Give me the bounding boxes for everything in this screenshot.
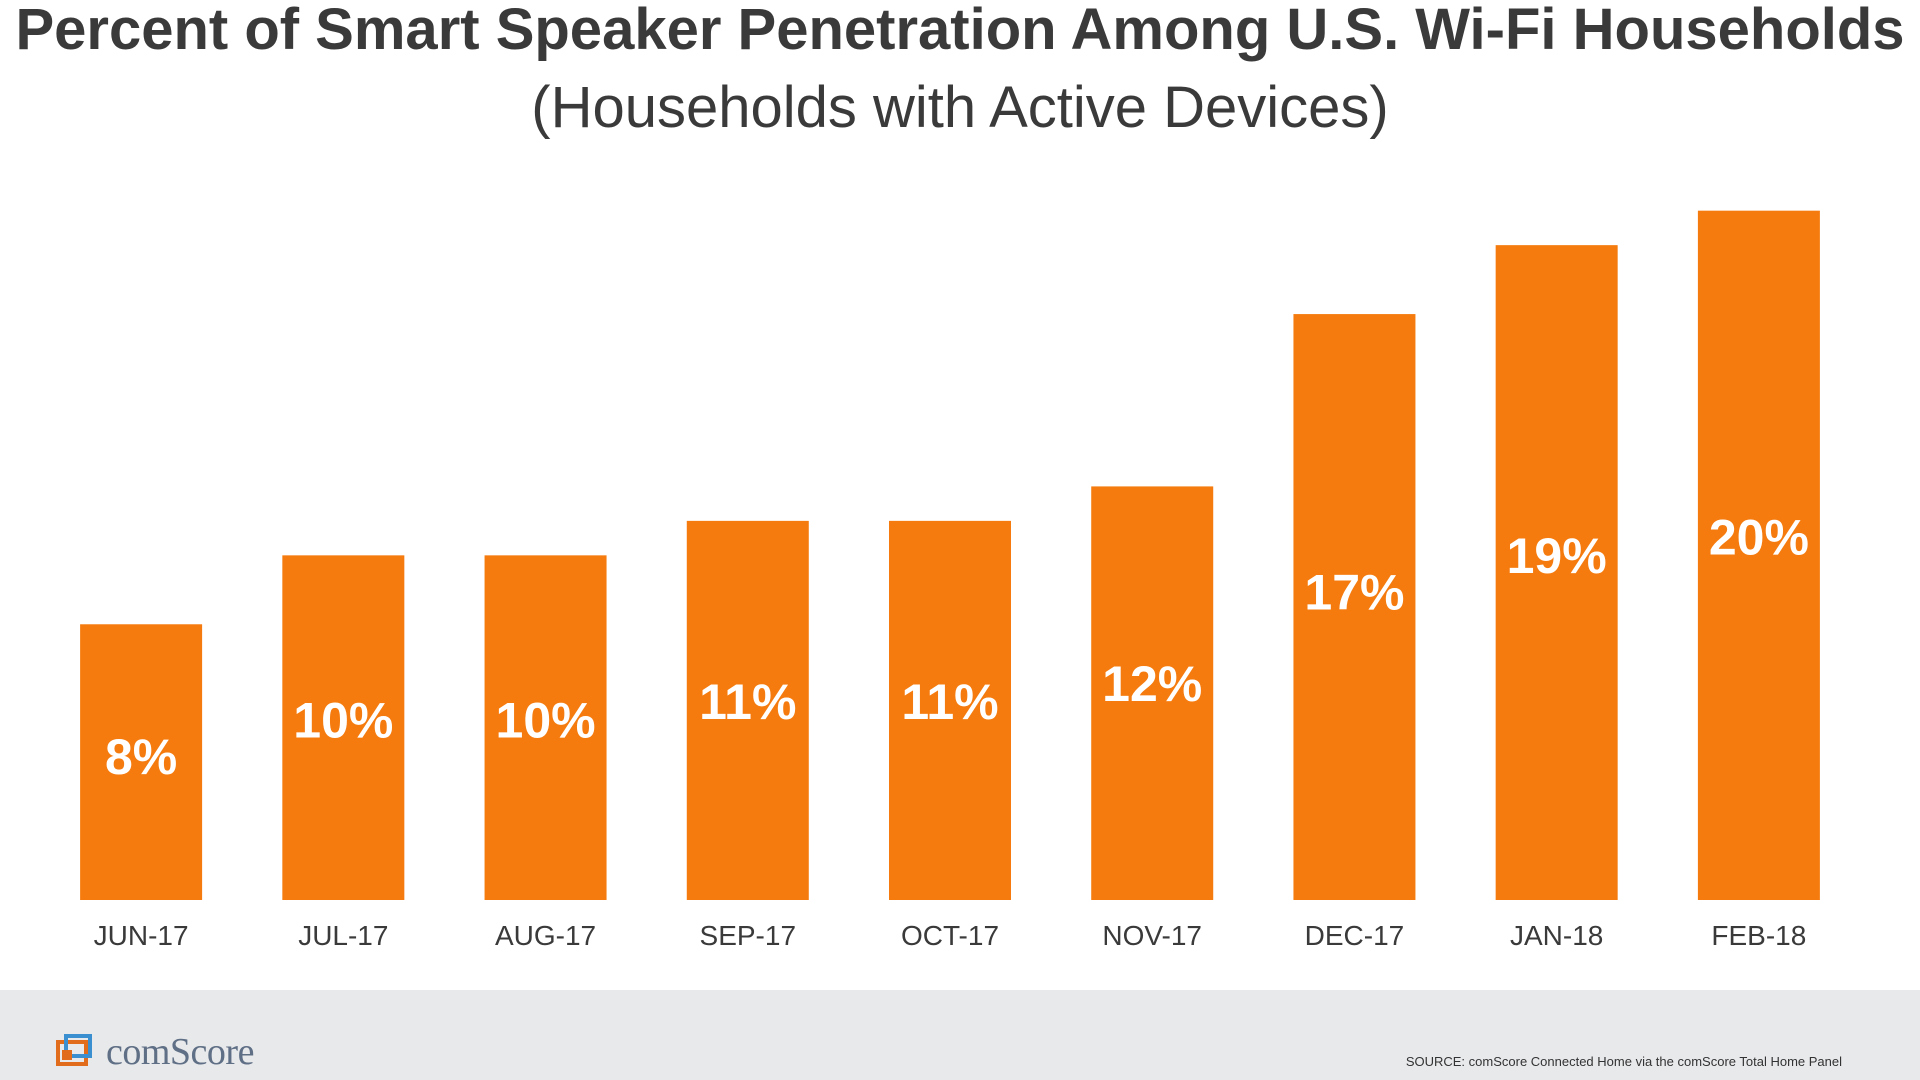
x-tick-label: NOV-17 xyxy=(1102,920,1202,951)
bar-oct-17 xyxy=(889,520,1011,900)
bar-value-label: 8% xyxy=(105,729,177,785)
brand-name: comScore xyxy=(106,1031,254,1073)
bar-value-label: 17% xyxy=(1304,564,1404,620)
bar-value-label: 11% xyxy=(699,674,796,730)
comscore-logo-icon xyxy=(56,1034,92,1066)
bar-chart: 8% JUN-17 10% JUL-17 10% AUG-17 11% SEP-17 11% OC… xyxy=(80,210,1820,951)
x-tick-label: AUG-17 xyxy=(495,920,596,951)
bar-value-label: 19% xyxy=(1507,528,1607,584)
x-tick-label: OCT-17 xyxy=(901,920,999,951)
bar-feb-18 xyxy=(1697,210,1820,900)
source-note: SOURCE: comScore Connected Home via the … xyxy=(1405,1054,1842,1069)
bar-value-label: 20% xyxy=(1709,510,1809,566)
bar-aug-17 xyxy=(484,555,607,900)
bar-sep-17 xyxy=(686,520,809,900)
x-tick-label: JAN-18 xyxy=(1510,920,1603,951)
bar-jun-17 xyxy=(80,624,203,900)
bar-value-label: 11% xyxy=(901,674,998,730)
x-tick-label: JUL-17 xyxy=(298,920,388,951)
bar-value-label: 12% xyxy=(1102,656,1202,712)
x-tick-label: FEB-18 xyxy=(1711,920,1806,951)
x-tick-label: JUN-17 xyxy=(94,920,189,951)
footer-bar xyxy=(0,990,1920,1080)
bar-nov-17 xyxy=(1091,486,1214,900)
x-tick-label: SEP-17 xyxy=(700,920,797,951)
bar-value-label: 10% xyxy=(496,692,596,748)
chart-title: Percent of Smart Speaker Penetration Amo… xyxy=(15,0,1905,62)
bar-jul-17 xyxy=(282,555,405,900)
bar-value-label: 10% xyxy=(293,692,393,748)
chart-subtitle: (Households with Active Devices) xyxy=(531,75,1389,140)
bar-dec-17 xyxy=(1293,314,1416,901)
brand-logo: comScore xyxy=(52,1030,254,1074)
bar-jan-18 xyxy=(1495,245,1618,900)
x-tick-label: DEC-17 xyxy=(1305,920,1405,951)
